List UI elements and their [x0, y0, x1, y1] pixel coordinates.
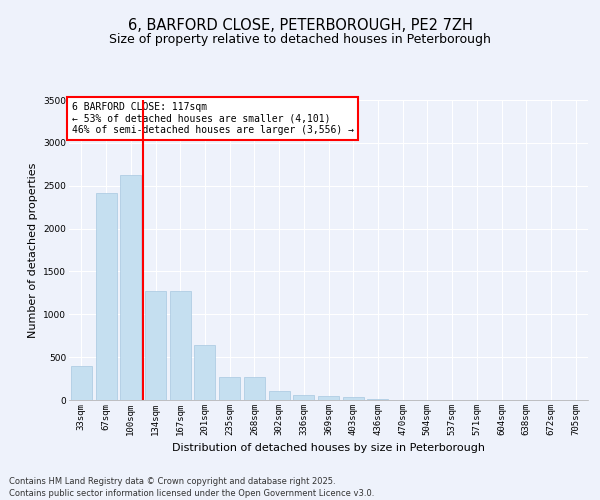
Bar	[318, 396, 339, 400]
Bar	[194, 345, 215, 400]
Bar	[71, 366, 92, 400]
Text: Contains HM Land Registry data © Crown copyright and database right 2025.: Contains HM Land Registry data © Crown c…	[9, 477, 335, 486]
Text: Contains public sector information licensed under the Open Government Licence v3: Contains public sector information licen…	[9, 488, 374, 498]
Text: Size of property relative to detached houses in Peterborough: Size of property relative to detached ho…	[109, 32, 491, 46]
Text: 6 BARFORD CLOSE: 117sqm
← 53% of detached houses are smaller (4,101)
46% of semi: 6 BARFORD CLOSE: 117sqm ← 53% of detache…	[71, 102, 353, 134]
Bar	[244, 377, 265, 400]
Bar	[120, 176, 141, 400]
Bar	[269, 390, 290, 400]
Bar	[145, 291, 166, 400]
X-axis label: Distribution of detached houses by size in Peterborough: Distribution of detached houses by size …	[172, 444, 485, 454]
Bar	[95, 192, 116, 400]
Text: 6, BARFORD CLOSE, PETERBOROUGH, PE2 7ZH: 6, BARFORD CLOSE, PETERBOROUGH, PE2 7ZH	[128, 18, 472, 32]
Bar	[293, 396, 314, 400]
Bar	[367, 398, 388, 400]
Bar	[343, 398, 364, 400]
Bar	[219, 377, 240, 400]
Bar	[170, 291, 191, 400]
Y-axis label: Number of detached properties: Number of detached properties	[28, 162, 38, 338]
